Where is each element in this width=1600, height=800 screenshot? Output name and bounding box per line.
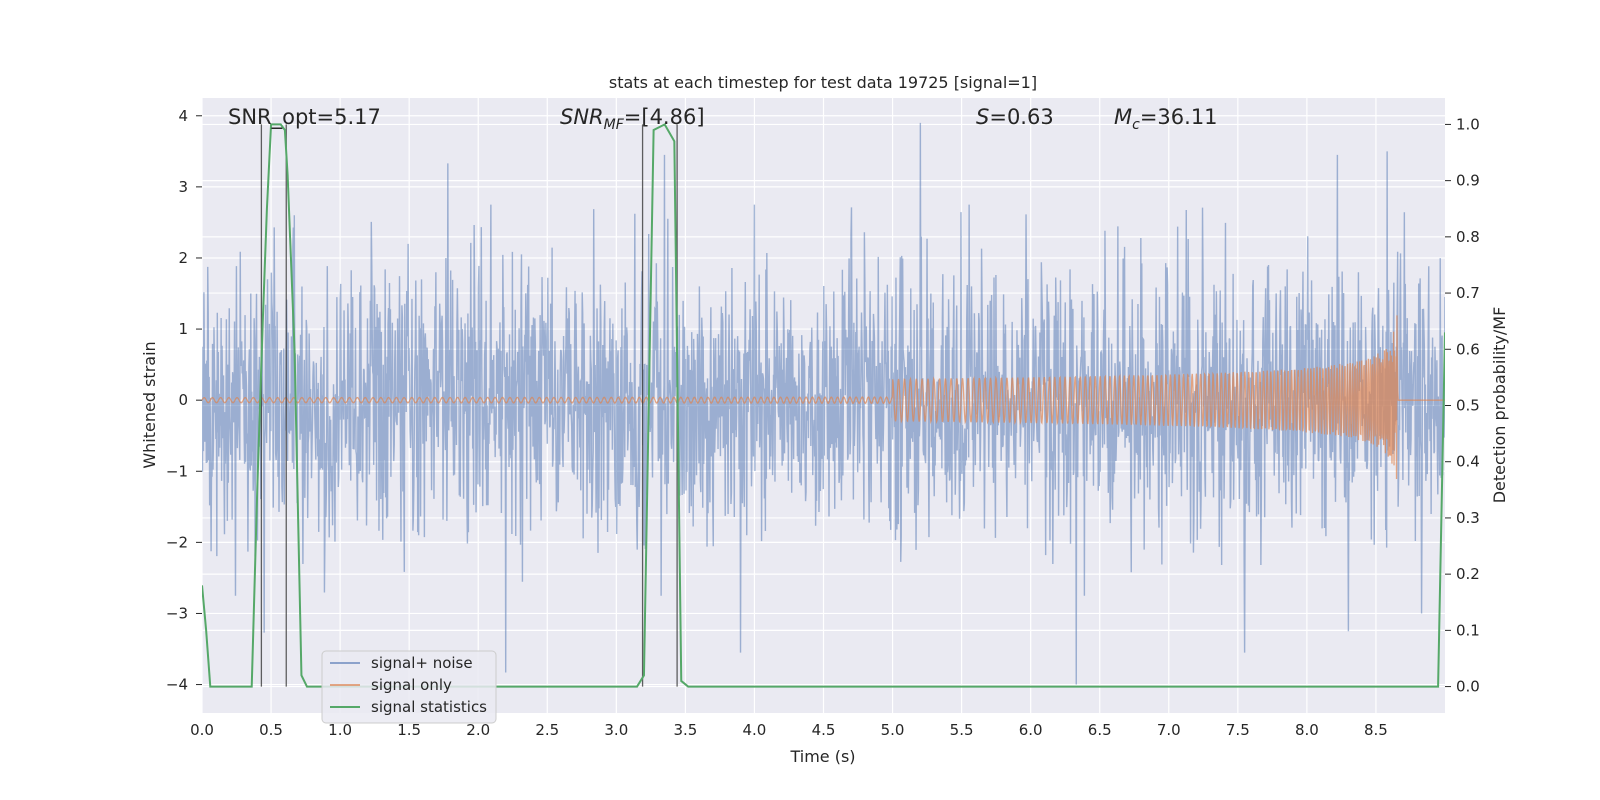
legend-label-signal-only: signal only <box>371 676 452 694</box>
signal-statistics-line <box>202 123 1445 688</box>
y2-tick-label: 0.8 <box>1456 228 1480 246</box>
y2-tick-label: 0.3 <box>1456 509 1480 527</box>
y-axis-ticks: 4 3 2 1 0 −1 −2 −3 −4 <box>166 107 202 694</box>
x-tick-label: 7.0 <box>1157 721 1181 739</box>
y2-tick-label: 0.0 <box>1456 678 1480 696</box>
x-tick-label: 5.5 <box>950 721 974 739</box>
series-signal-statistics <box>202 123 1445 688</box>
y-axis-label: Whitened strain <box>140 341 159 468</box>
y-tick-label: −4 <box>166 676 188 694</box>
series-signal-plus-noise <box>202 122 1445 685</box>
x-tick-label: 0.5 <box>259 721 283 739</box>
x-axis-label: Time (s) <box>789 747 855 766</box>
y2-tick-label: 0.6 <box>1456 340 1480 358</box>
legend-label-signal-statistics: signal statistics <box>371 698 487 716</box>
legend-label-signal-plus-noise: signal+ noise <box>371 654 473 672</box>
legend: signal+ noise signal only signal statist… <box>321 650 497 724</box>
signal-plus-noise-line <box>202 122 1445 685</box>
x-axis-ticks: 0.0 0.5 1.0 1.5 2.0 2.5 3.0 3.5 4.0 4.5 5.0 5.5 6.0 6… <box>190 721 1388 739</box>
annotation-snr-opt: SNR_opt=5.17 <box>228 105 381 130</box>
x-tick-label: 5.0 <box>881 721 905 739</box>
signal-only-line <box>202 315 1445 479</box>
y-tick-label: 4 <box>178 107 188 125</box>
y-tick-label: 3 <box>178 178 188 196</box>
y2-tick-label: 0.7 <box>1456 284 1480 302</box>
y-tick-label: −2 <box>166 533 188 551</box>
x-tick-label: 6.0 <box>1019 721 1043 739</box>
y2-axis-ticks: 1.0 0.9 0.8 0.7 0.6 0.5 0.4 0.3 0.2 0.1 0.0 <box>1445 115 1480 696</box>
series-signal-only <box>202 315 1445 479</box>
x-tick-label: 3.5 <box>673 721 697 739</box>
x-tick-label: 8.0 <box>1295 721 1319 739</box>
y2-tick-label: 0.9 <box>1456 172 1480 190</box>
chart-title: stats at each timestep for test data 197… <box>609 73 1037 92</box>
x-tick-label: 8.5 <box>1364 721 1388 739</box>
y2-tick-label: 1.0 <box>1456 115 1480 133</box>
y-tick-label: −3 <box>166 604 188 622</box>
y2-tick-label: 0.4 <box>1456 453 1480 471</box>
y2-tick-label: 0.2 <box>1456 565 1480 583</box>
x-tick-label: 0.0 <box>190 721 214 739</box>
annotation-mc: Mc=36.11 <box>1114 105 1218 133</box>
x-tick-label: 1.0 <box>328 721 352 739</box>
x-tick-label: 2.0 <box>466 721 490 739</box>
y2-tick-label: 0.1 <box>1456 621 1480 639</box>
x-tick-label: 6.5 <box>1088 721 1112 739</box>
x-tick-label: 2.5 <box>535 721 559 739</box>
y2-tick-label: 0.5 <box>1456 397 1480 415</box>
y2-axis-label: Detection probability/MF <box>1490 307 1509 504</box>
x-tick-label: 4.0 <box>743 721 767 739</box>
x-tick-label: 3.0 <box>604 721 628 739</box>
y-tick-label: −1 <box>166 462 188 480</box>
y-tick-label: 1 <box>178 320 188 338</box>
annotation-s: S=0.63 <box>976 105 1054 129</box>
legend-box <box>321 650 497 724</box>
y-tick-label: 0 <box>178 391 188 409</box>
x-tick-label: 4.5 <box>812 721 836 739</box>
x-tick-label: 1.5 <box>397 721 421 739</box>
annotation-snr-mf: SNRMF=[4.86] <box>560 105 705 133</box>
y-tick-label: 2 <box>178 249 188 267</box>
x-tick-label: 7.5 <box>1226 721 1250 739</box>
